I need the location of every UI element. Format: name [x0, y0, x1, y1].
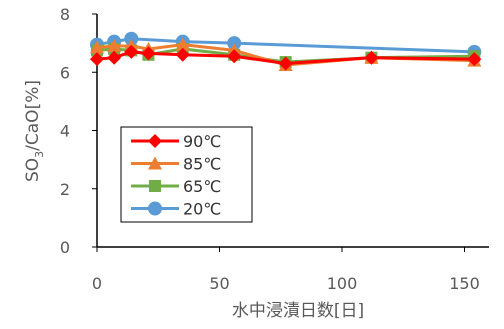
series-diamond — [90, 44, 482, 71]
y-tick-label: 6 — [60, 63, 70, 82]
legend-label: 65℃ — [183, 177, 221, 196]
y-tick-label: 0 — [60, 238, 70, 257]
y-tick-label: 2 — [60, 180, 70, 199]
y-axis-title-sub: 3 — [33, 151, 46, 158]
y-axis-title: SO3/CaO[%] — [23, 80, 46, 182]
data-point — [90, 40, 104, 54]
data-point — [141, 46, 156, 61]
legend-entry: 85℃ — [131, 155, 221, 174]
data-point — [107, 39, 122, 53]
y-tick-label: 8 — [60, 5, 70, 24]
data-point — [175, 47, 190, 62]
y-axis-title-main: SO — [23, 158, 43, 182]
data-point — [467, 52, 482, 67]
legend-entry: 65℃ — [131, 177, 221, 196]
legend-entry: 90℃ — [131, 132, 221, 151]
data-point — [227, 49, 242, 64]
data-point — [278, 56, 293, 71]
series-layer — [90, 31, 482, 71]
legend-marker — [149, 180, 161, 192]
x-tick-label: 50 — [209, 274, 229, 293]
legend-label: 85℃ — [183, 155, 221, 174]
legend-entry: 20℃ — [131, 200, 221, 219]
data-point — [124, 44, 139, 59]
legend-label: 20℃ — [183, 200, 221, 219]
legend-marker — [148, 156, 162, 170]
data-point — [124, 31, 139, 46]
x-tick-label: 0 — [92, 274, 102, 293]
tick-labels: 0 2 4 6 8 0 50 100 150 — [60, 5, 480, 293]
legend-label: 90℃ — [183, 132, 221, 151]
y-axis-title-rest: /CaO[%] — [23, 80, 43, 151]
legend-marker — [148, 201, 162, 216]
legend: 90℃ 85℃ 65℃ 20℃ — [120, 126, 253, 223]
data-point — [90, 52, 104, 67]
data-point — [364, 50, 379, 65]
legend-box — [120, 126, 253, 223]
data-point — [227, 36, 242, 51]
x-tick-label: 150 — [449, 274, 480, 293]
legend-marker — [148, 134, 162, 148]
x-tick-label: 100 — [327, 274, 358, 293]
x-axis-title: 水中浸漬日数[日] — [232, 301, 364, 321]
data-point — [107, 50, 122, 65]
data-point — [175, 37, 190, 51]
y-tick-label: 4 — [60, 122, 70, 141]
